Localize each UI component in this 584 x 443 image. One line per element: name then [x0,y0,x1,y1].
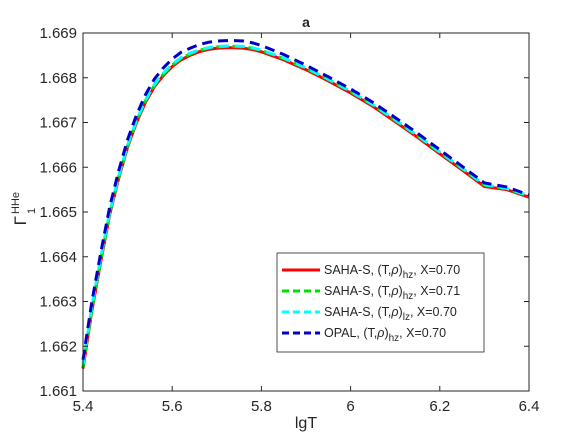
series-line [81,39,530,360]
chart-title: a [302,14,310,30]
x-tick-label: 6.4 [519,398,540,415]
legend-label: SAHA-S, (T,ρ)hz, X=0.71 [324,284,460,302]
y-tick-label: 1.664 [39,249,77,266]
x-tick-label: 5.8 [251,398,272,415]
x-ticks: 5.4 5.6 5.8 6 6.2 6.4 [73,33,540,415]
legend-label-paren: ) [399,284,403,298]
series-layer [81,39,530,369]
y-axis-label-main: Γ [11,216,30,225]
legend-label-paren: ) [399,305,403,319]
y-tick-label: 1.663 [39,294,77,311]
y-tick-label: 1.669 [39,25,77,42]
legend-label-text: SAHA-S, (T, [324,305,391,319]
legend-label-subscript: lz [403,312,410,323]
y-tick-label: 1.665 [39,204,77,221]
legend-label-subscript: hz [403,291,414,302]
y-axis-label: Γ HHe 1 [10,192,38,225]
legend-label-subscript: hz [403,270,414,281]
legend-label-rho: ρ [376,326,384,340]
y-tick-label: 1.662 [39,338,77,355]
y-axis-label-sup: HHe [10,192,22,214]
x-tick-label: 6 [346,398,354,415]
y-tick-label: 1.666 [39,159,77,176]
legend-label-paren: ) [384,326,388,340]
x-tick-label: 5.4 [73,398,94,415]
series-line [81,44,530,365]
legend-label-rho: ρ [390,284,398,298]
x-axis-label: lgT [295,415,317,432]
legend-label-rho: ρ [390,263,398,277]
y-tick-label: 1.661 [39,383,77,400]
legend-label: OPAL, (T,ρ)hz, X=0.70 [324,326,446,344]
y-tick-label: 1.667 [39,115,77,132]
x-tick-label: 6.2 [429,398,450,415]
legend-label-composition: , X=0.70 [410,305,457,319]
legend-label-subscript: hz [389,333,400,344]
legend-label-composition: , X=0.70 [399,326,446,340]
legend-label-rho: ρ [390,305,398,319]
legend-label: SAHA-S, (T,ρ)hz, X=0.70 [324,263,460,281]
y-axis-label-sub: 1 [26,208,38,214]
legend-label-paren: ) [399,263,403,277]
y-tick-label: 1.668 [39,70,77,87]
legend-label-text: SAHA-S, (T, [324,284,391,298]
legend-label-composition: , X=0.71 [413,284,460,298]
legend-label-text: SAHA-S, (T, [324,263,391,277]
y-ticks: 1.661 1.662 1.663 1.664 1.665 1.666 1.667 1.668… [39,25,529,400]
legend-label-composition: , X=0.70 [413,263,460,277]
legend-label-text: OPAL, (T, [324,326,377,340]
legend-label: SAHA-S, (T,ρ)lz, X=0.70 [324,305,457,323]
x-tick-label: 5.6 [162,398,183,415]
